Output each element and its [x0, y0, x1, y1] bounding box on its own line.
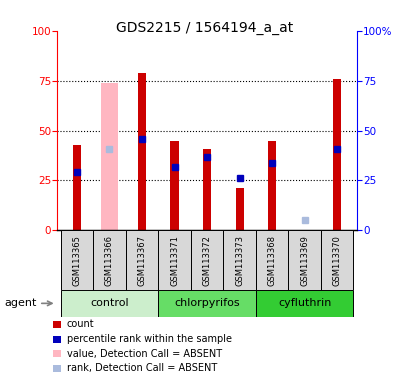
Text: count: count [67, 319, 94, 329]
Text: cyfluthrin: cyfluthrin [277, 298, 330, 308]
Bar [267, 141, 276, 230]
FancyBboxPatch shape [288, 230, 320, 290]
FancyBboxPatch shape [93, 230, 126, 290]
FancyBboxPatch shape [190, 230, 223, 290]
FancyBboxPatch shape [223, 230, 255, 290]
Bar [202, 149, 211, 230]
Text: GSM113365: GSM113365 [72, 235, 81, 286]
Text: control: control [90, 298, 128, 308]
Bar [235, 189, 243, 230]
FancyBboxPatch shape [126, 230, 158, 290]
Bar [332, 79, 340, 230]
FancyBboxPatch shape [255, 230, 288, 290]
FancyBboxPatch shape [158, 290, 255, 317]
Text: chlorpyrifos: chlorpyrifos [174, 298, 239, 308]
Text: rank, Detection Call = ABSENT: rank, Detection Call = ABSENT [67, 363, 216, 373]
Text: value, Detection Call = ABSENT: value, Detection Call = ABSENT [67, 349, 221, 359]
FancyBboxPatch shape [320, 230, 353, 290]
FancyBboxPatch shape [158, 230, 190, 290]
FancyBboxPatch shape [61, 230, 93, 290]
Text: GSM113371: GSM113371 [170, 235, 179, 286]
Text: GSM113373: GSM113373 [234, 235, 243, 286]
Text: GSM113368: GSM113368 [267, 235, 276, 286]
Text: GSM113366: GSM113366 [105, 235, 114, 286]
Text: GSM113370: GSM113370 [332, 235, 341, 286]
Text: GSM113369: GSM113369 [299, 235, 308, 286]
Text: GSM113367: GSM113367 [137, 235, 146, 286]
Bar [170, 141, 178, 230]
Text: agent: agent [4, 298, 36, 308]
Bar [73, 144, 81, 230]
Bar [100, 83, 118, 230]
FancyBboxPatch shape [61, 290, 158, 317]
Bar [137, 73, 146, 230]
Text: GSM113372: GSM113372 [202, 235, 211, 286]
Text: GDS2215 / 1564194_a_at: GDS2215 / 1564194_a_at [116, 21, 293, 35]
FancyBboxPatch shape [255, 290, 353, 317]
Text: percentile rank within the sample: percentile rank within the sample [67, 334, 231, 344]
